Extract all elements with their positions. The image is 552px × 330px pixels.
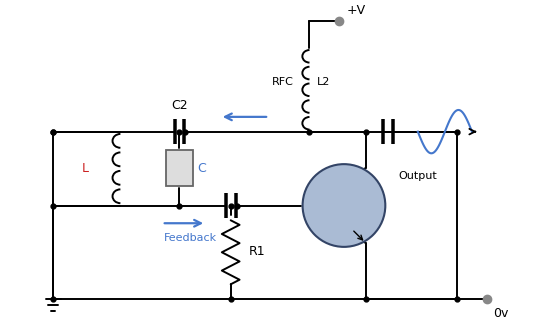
Bar (166, 150, 193, 186)
Text: +V: +V (347, 4, 366, 17)
Text: Feedback: Feedback (164, 233, 217, 243)
Text: L: L (82, 162, 89, 175)
Circle shape (302, 164, 385, 247)
Text: R1: R1 (248, 245, 265, 258)
Text: Output: Output (398, 171, 437, 181)
Text: 0v: 0v (493, 307, 508, 320)
Text: L2: L2 (317, 78, 331, 87)
Text: C2: C2 (171, 99, 188, 112)
Text: C: C (197, 162, 206, 175)
Text: RFC: RFC (272, 78, 294, 87)
